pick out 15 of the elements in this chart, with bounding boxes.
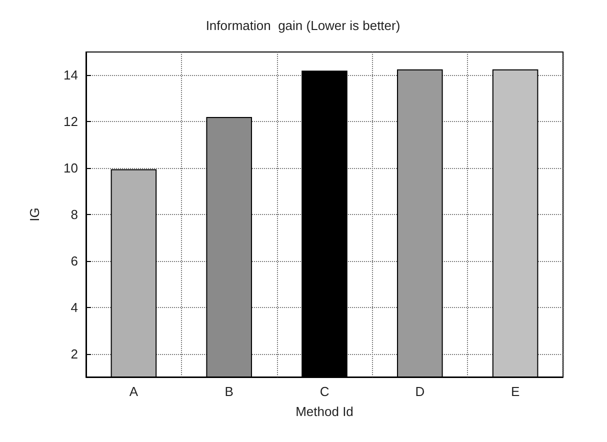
x-tick-label: B: [224, 384, 234, 399]
y-tick-label: 4: [70, 300, 78, 315]
x-tick-label: E: [510, 384, 520, 399]
x-tick-label: A: [129, 384, 138, 399]
y-tick-label: 6: [70, 253, 78, 268]
chart-title: Information gain (Lower is better): [206, 18, 400, 33]
x-tick-label: C: [320, 384, 330, 399]
y-tick-label: 2: [70, 346, 78, 362]
y-axis-title: IG: [27, 208, 42, 222]
x-axis-title: Method Id: [296, 404, 354, 419]
y-tick-label: 10: [64, 160, 78, 176]
y-tick-label: 14: [64, 68, 78, 83]
y-tick-label: 8: [70, 207, 78, 222]
y-tick-label: 12: [64, 114, 78, 130]
x-tick-label: D: [415, 384, 425, 399]
